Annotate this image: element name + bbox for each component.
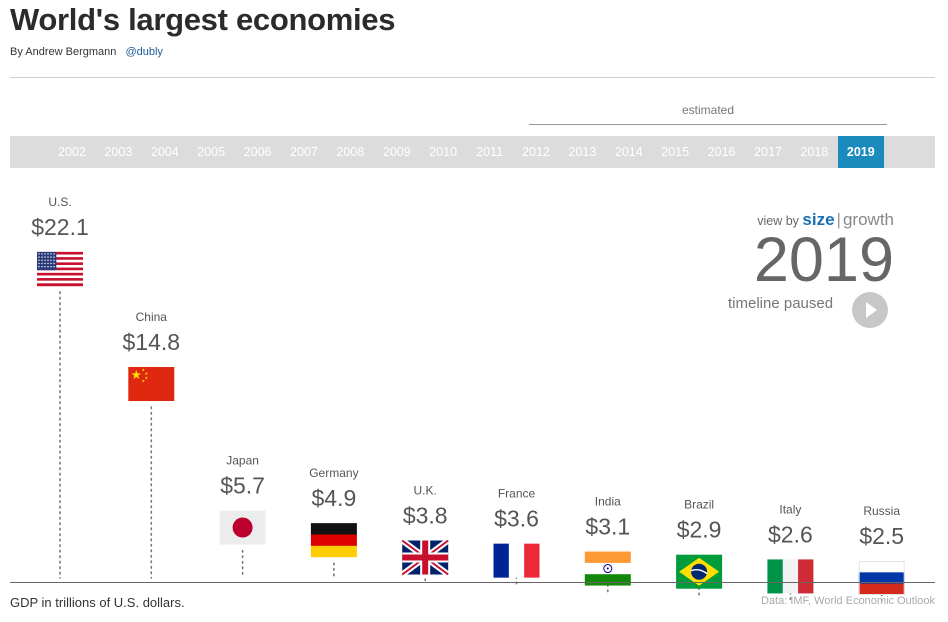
timeline-status: timeline paused <box>728 295 834 312</box>
view-by-label: view by <box>757 214 799 228</box>
bar-germany: Germany $4.9 <box>309 466 359 579</box>
timeline-year-2002[interactable]: 2002 <box>58 145 86 159</box>
bar-russia: Russia $2.5 <box>858 504 905 602</box>
country-label: U.K. <box>414 483 437 497</box>
timeline-year-2014[interactable]: 2014 <box>614 145 643 159</box>
view-by-size-option[interactable]: size <box>802 210 835 229</box>
timeline-year-2008[interactable]: 2008 <box>336 145 365 159</box>
value-label: $3.8 <box>403 502 448 528</box>
year-timeline: 2002 2003 2004 2005 2006 2007 2008 2009 2010 2011… <box>10 136 935 168</box>
timeline-year-2010[interactable]: 2010 <box>429 145 458 159</box>
estimated-range-line <box>529 124 887 125</box>
china-flag <box>128 367 175 402</box>
timeline-year-2004[interactable]: 2004 <box>150 145 179 159</box>
bar-brazil: Brazil $2.9 <box>676 498 723 596</box>
country-label: Germany <box>309 466 358 480</box>
timeline-year-2013[interactable]: 2013 <box>568 145 597 159</box>
play-button[interactable] <box>852 292 888 328</box>
value-label: $3.1 <box>585 514 630 540</box>
country-label: Brazil <box>684 498 714 512</box>
timeline-year-2005[interactable]: 2005 <box>197 145 226 159</box>
country-label: France <box>498 487 536 501</box>
timeline-year-2019[interactable]: 2019 <box>837 136 884 168</box>
author-handle-link[interactable]: @dubly <box>125 46 163 58</box>
brazil-flag <box>676 554 723 589</box>
estimated-label: estimated <box>681 103 735 117</box>
bar-france: France $3.6 <box>493 487 540 585</box>
timeline-year-2011[interactable]: 2011 <box>476 145 504 159</box>
value-label: $3.6 <box>494 506 539 532</box>
france-flag <box>493 543 540 578</box>
data-source: Data: IMF, World Economic Outlook <box>760 595 935 607</box>
value-label: $5.7 <box>220 473 265 499</box>
country-label: China <box>136 310 168 324</box>
value-label: $2.6 <box>768 521 813 547</box>
value-label: $14.8 <box>123 329 181 355</box>
view-by-toggle: view by size | growth <box>757 210 894 230</box>
timeline-year-2007[interactable]: 2007 <box>290 145 318 159</box>
bar-china: China $14.8 <box>123 310 181 579</box>
bar-japan: Japan $5.7 <box>219 454 266 579</box>
timeline-year-2003[interactable]: 2003 <box>104 145 133 159</box>
timeline-year-2015[interactable]: 2015 <box>661 145 690 159</box>
us-flag <box>37 251 83 287</box>
timeline-year-2006[interactable]: 2006 <box>243 145 272 159</box>
value-label: $22.1 <box>31 214 89 240</box>
country-label: Japan <box>226 454 259 468</box>
timeline-year-2016[interactable]: 2016 <box>707 145 736 159</box>
byline: By Andrew Bergmann @dubly <box>10 46 163 58</box>
view-by-separator: | <box>836 210 841 229</box>
country-label: India <box>595 495 621 509</box>
value-label: $4.9 <box>312 485 357 511</box>
footer-divider <box>10 582 935 583</box>
value-label: $2.9 <box>677 517 722 543</box>
timeline-year-2012[interactable]: 2012 <box>522 145 550 159</box>
view-by-growth-option[interactable]: growth <box>842 210 894 229</box>
bar-uk: U.K. $3.8 <box>400 483 450 582</box>
header-divider <box>10 77 935 78</box>
india-flag <box>584 551 631 586</box>
country-label: Russia <box>863 504 900 518</box>
germany-flag <box>310 523 357 558</box>
bar-us: U.S. $22.1 <box>31 195 89 579</box>
bar-italy: Italy $2.6 <box>767 502 814 601</box>
current-year-display: 2019 <box>753 225 894 295</box>
value-label: $2.5 <box>859 523 904 549</box>
japan-flag <box>219 510 266 545</box>
bar-india: India $3.1 <box>584 495 631 593</box>
timeline-year-2017[interactable]: 2017 <box>754 145 782 159</box>
units-note: GDP in trillions of U.S. dollars. <box>10 595 185 610</box>
russia-flag <box>858 561 905 595</box>
page-title: World's largest economies <box>10 2 396 37</box>
timeline-year-2018[interactable]: 2018 <box>800 145 829 159</box>
byline-author: By Andrew Bergmann <box>10 46 117 58</box>
country-label: Italy <box>779 502 801 516</box>
country-label: U.S. <box>48 195 71 209</box>
timeline-year-2009[interactable]: 2009 <box>382 145 411 159</box>
italy-flag <box>767 559 814 594</box>
uk-flag <box>400 538 450 577</box>
